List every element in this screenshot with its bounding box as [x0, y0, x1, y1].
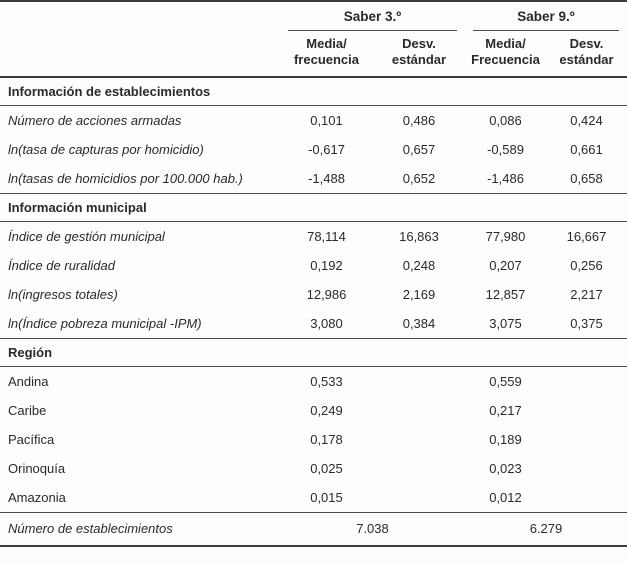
cell-value: [373, 396, 465, 425]
cell-value: -1,488: [308, 170, 345, 186]
cell-value: 0,023: [489, 460, 522, 476]
row-label: ln(tasas de homicidios por 100.000 hab.): [8, 170, 243, 186]
row-label: Caribe: [8, 402, 47, 418]
table-row: Pacífica 0,178 0,189: [0, 425, 627, 454]
cell-value: 0,192: [310, 257, 343, 273]
cell-value: [546, 425, 627, 454]
table-row: ln(ingresos totales) 12,986 2,169 12,857…: [0, 280, 627, 309]
table-row: Orinoquía 0,025 0,023: [0, 454, 627, 483]
row-label: ln(Índice pobreza municipal -IPM): [8, 315, 202, 331]
row-label: Número de acciones armadas: [8, 112, 182, 128]
cell-value: 0,486: [402, 112, 436, 128]
cell-value: -1,486: [487, 170, 524, 186]
row-label: Orinoquía: [8, 460, 66, 476]
column-group-saber-9-label: Saber 9.º: [473, 6, 619, 31]
cell-value: 0,375: [570, 315, 603, 331]
cell-value: 0,012: [489, 489, 522, 505]
row-label: Índice de ruralidad: [8, 257, 115, 273]
table-row: Índice de ruralidad 0,192 0,248 0,207 0,…: [0, 251, 627, 280]
row-label: Andina: [8, 373, 49, 389]
cell-value: [546, 396, 627, 425]
cell-value: 16,667: [566, 228, 607, 244]
section-title: Información de establecimientos: [0, 76, 627, 106]
cell-value: 0,424: [570, 112, 603, 128]
descriptive-statistics-table: Saber 3.º Saber 9.º Media/ frecuencia De…: [0, 0, 627, 547]
cell-value: 0,025: [310, 460, 343, 476]
row-label: ln(ingresos totales): [8, 286, 118, 302]
column-group-header-row: Saber 3.º Saber 9.º: [0, 1, 627, 31]
subheader-media-frecuencia-saber9: Media/ Frecuencia: [465, 31, 546, 78]
row-label: Pacífica: [8, 431, 55, 447]
cell-value: 0,217: [489, 402, 522, 418]
cell-value: 0,249: [310, 402, 343, 418]
section-header-region: Región: [0, 337, 627, 367]
cell-value: 0,533: [310, 373, 343, 389]
section-header-informacion-municipal: Información municipal: [0, 192, 627, 222]
cell-value: [373, 454, 465, 483]
table-row: Caribe 0,249 0,217: [0, 396, 627, 425]
cell-value: 78,114: [307, 228, 346, 244]
footer-row-numero-establecimientos: Número de establecimientos 7.038 6.279: [0, 511, 627, 547]
cell-value: 16,863: [399, 228, 439, 244]
cell-value: 0,015: [310, 489, 343, 505]
section-title: Información municipal: [0, 192, 627, 222]
cell-value: 77,980: [485, 228, 526, 244]
cell-value: [373, 425, 465, 454]
cell-value: 0,256: [570, 257, 603, 273]
cell-value: 0,207: [489, 257, 522, 273]
sub-header-row: Media/ frecuencia Desv. estándar Media/ …: [0, 31, 627, 78]
table-row: ln(tasa de capturas por homicidio) -0,61…: [0, 135, 627, 164]
table-row: ln(Índice pobreza municipal -IPM) 3,080 …: [0, 309, 627, 339]
cell-value: 0,661: [570, 141, 603, 157]
subheader-desv-estandar-saber3: Desv. estándar: [373, 31, 465, 78]
empty-corner-cell: [0, 1, 280, 31]
cell-value: 0,559: [489, 373, 522, 389]
cell-value: 3,075: [489, 315, 522, 331]
cell-value: 0,384: [402, 315, 436, 331]
cell-value: 12,857: [485, 286, 526, 302]
cell-value: 0,248: [402, 257, 436, 273]
cell-value: -0,589: [487, 141, 524, 157]
cell-value: 0,658: [570, 170, 603, 186]
cell-value: 3,080: [310, 315, 343, 331]
cell-value: 0,086: [489, 112, 522, 128]
column-group-saber-3-label: Saber 3.º: [288, 6, 457, 31]
table-row: ln(tasas de homicidios por 100.000 hab.)…: [0, 164, 627, 194]
cell-value: 2,217: [570, 286, 603, 302]
empty-label-header-cell: [0, 31, 280, 78]
cell-value: 12,986: [306, 286, 347, 302]
table-row: Amazonia 0,015 0,012: [0, 483, 627, 513]
column-group-saber-9: Saber 9.º: [465, 1, 627, 31]
cell-value: 0,657: [402, 141, 436, 157]
row-label: Índice de gestión municipal: [8, 228, 165, 244]
column-group-saber-3: Saber 3.º: [280, 1, 465, 31]
section-title: Región: [0, 337, 627, 367]
table-row: Número de acciones armadas 0,101 0,486 0…: [0, 105, 627, 135]
table-row: Andina 0,533 0,559: [0, 366, 627, 396]
cell-value: 2,169: [402, 286, 436, 302]
cell-value: -0,617: [308, 141, 345, 157]
cell-value: 0,652: [402, 170, 436, 186]
table-row: Índice de gestión municipal 78,114 16,86…: [0, 221, 627, 251]
row-label: ln(tasa de capturas por homicidio): [8, 141, 204, 157]
cell-value: [546, 483, 627, 513]
cell-value: 6.279: [465, 511, 627, 547]
cell-value: 0,101: [310, 112, 343, 128]
row-label: Número de establecimientos: [0, 511, 280, 547]
cell-value: 0,178: [310, 431, 343, 447]
cell-value: [373, 366, 465, 396]
cell-value: 7.038: [280, 511, 465, 547]
cell-value: [373, 483, 465, 513]
subheader-desv-estandar-saber9: Desv. estándar: [546, 31, 627, 78]
subheader-media-frecuencia-saber3: Media/ frecuencia: [280, 31, 373, 78]
cell-value: [546, 366, 627, 396]
cell-value: [546, 454, 627, 483]
cell-value: 0,189: [489, 431, 522, 447]
row-label: Amazonia: [8, 489, 66, 505]
section-header-informacion-establecimientos: Información de establecimientos: [0, 76, 627, 106]
